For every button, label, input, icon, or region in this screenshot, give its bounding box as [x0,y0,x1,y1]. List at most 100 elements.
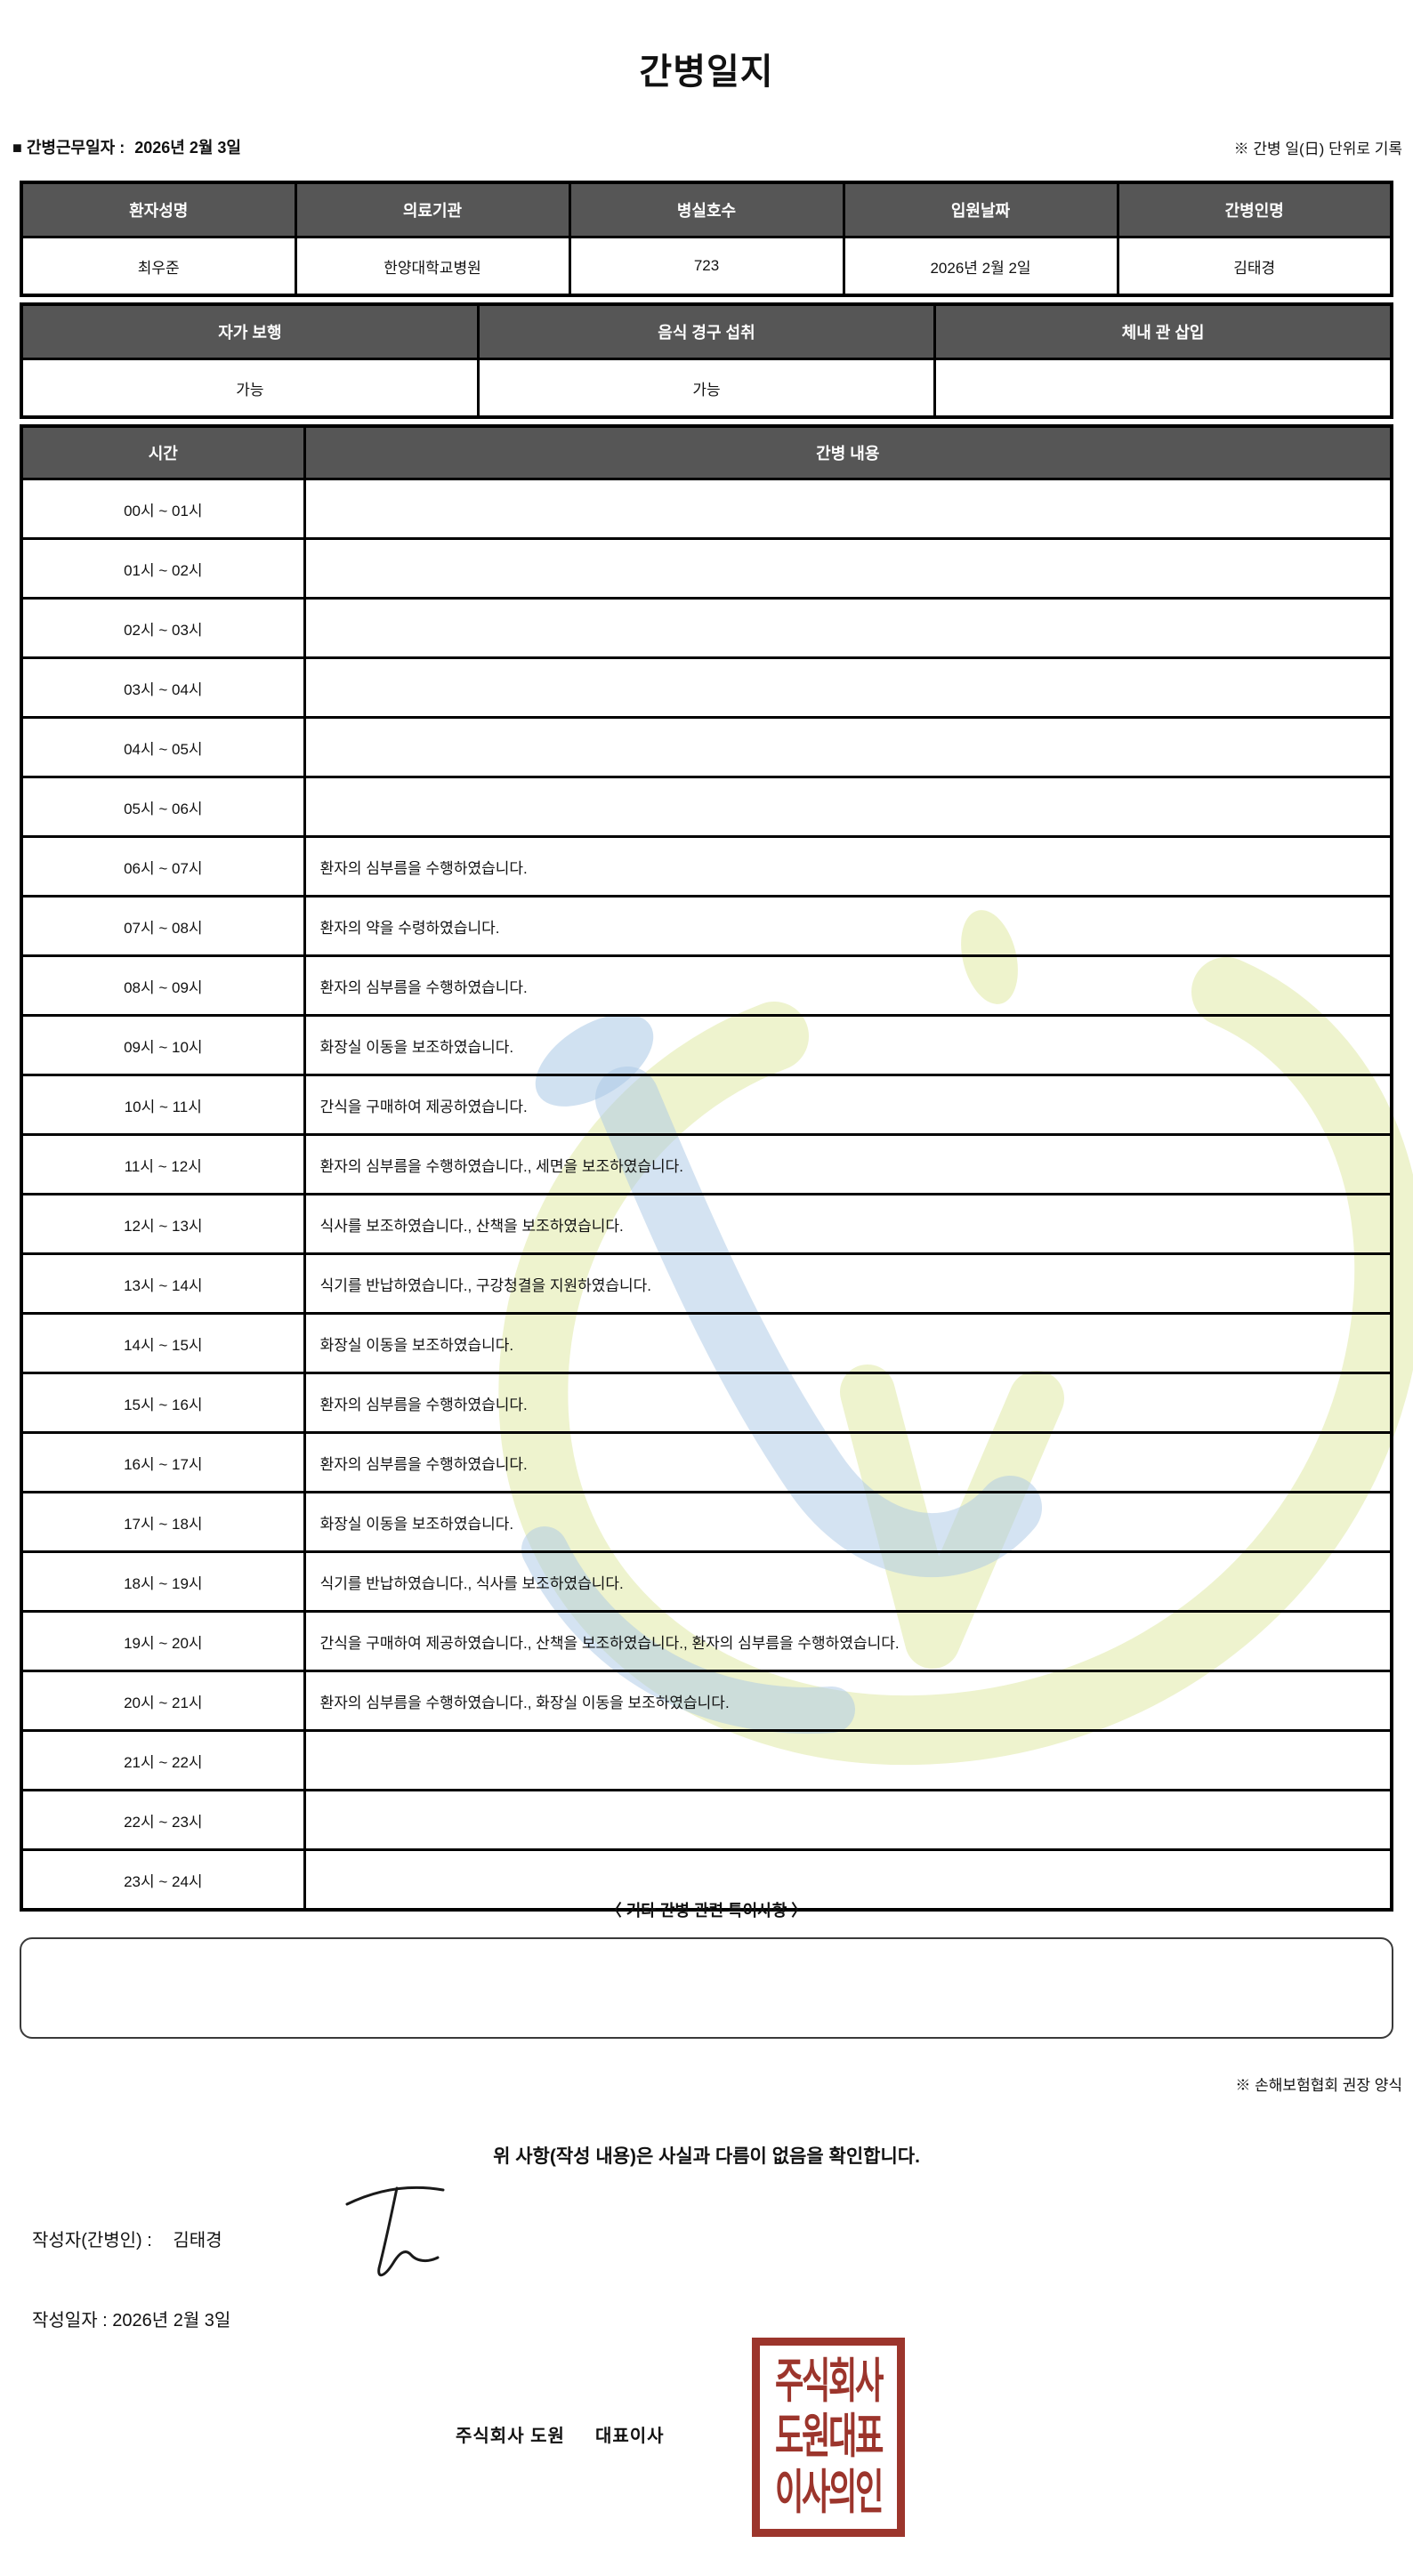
company-seal-stamp: 주식회사 도원대표 이사의인 [752,2338,905,2537]
care-row: 05시 ~ 06시 [20,776,1393,838]
care-time: 07시 ~ 08시 [20,895,306,957]
stamp-line: 주식회사 [775,2355,884,2408]
care-content: 환자의 심부름을 수행하였습니다. [303,1431,1393,1493]
status-oral-intake: 가능 [476,358,937,419]
care-time: 15시 ~ 16시 [20,1372,306,1434]
unit-note: ※ 간병 일(日) 단위로 기록 [1233,141,1402,157]
care-content: 식기를 반납하였습니다., 구강청결을 지원하였습니다. [303,1252,1393,1315]
patient-header-room: 병실호수 [568,181,845,238]
care-content: 화장실 이동을 보조하였습니다. [303,1491,1393,1553]
special-note-box [20,1937,1393,2039]
care-row: 07시 ~ 08시 환자의 약을 수령하였습니다. [20,895,1393,957]
care-row: 21시 ~ 22시 [20,1729,1393,1791]
patient-header-name: 환자성명 [20,181,297,238]
care-row: 04시 ~ 05시 [20,716,1393,778]
patient-header-admit-date: 입원날짜 [842,181,1119,238]
care-row: 16시 ~ 17시 환자의 심부름을 수행하였습니다. [20,1431,1393,1493]
care-header-content: 간병 내용 [303,424,1393,480]
care-row: 17시 ~ 18시 화장실 이동을 보조하였습니다. [20,1491,1393,1553]
care-content [303,478,1393,540]
company-line: 주식회사 도원 대표이사 [456,2421,665,2447]
special-note-title: 〈 기타 간병 관련 특이사항 〉 [605,1902,808,1920]
patient-name: 최우준 [20,236,297,297]
write-date-label: 작성일자 : [32,2311,108,2330]
writer-line: 작성자(간병인) : 김태경 [32,2226,222,2251]
care-time: 13시 ~ 14시 [20,1252,306,1315]
care-time: 20시 ~ 21시 [20,1670,306,1732]
care-time: 10시 ~ 11시 [20,1074,306,1136]
care-row: 03시 ~ 04시 [20,656,1393,719]
care-time: 19시 ~ 20시 [20,1610,306,1672]
work-date-label: ■ 간병근무일자 : [12,139,125,157]
patient-header-hospital: 의료기관 [294,181,571,238]
room-number: 723 [568,236,845,297]
admit-date: 2026년 2월 2일 [842,236,1119,297]
care-content [303,656,1393,719]
page-title: 간병일지 [639,52,774,92]
care-content [303,1729,1393,1791]
work-date-line: ■ 간병근무일자 : 2026년 2월 3일 [12,135,241,158]
care-content: 식기를 반납하였습니다., 식사를 보조하였습니다. [303,1550,1393,1613]
care-row: 13시 ~ 14시 식기를 반납하였습니다., 구강청결을 지원하였습니다. [20,1252,1393,1315]
care-content [303,597,1393,659]
write-date-line: 작성일자 : 2026년 2월 3일 [32,2306,230,2331]
care-content: 환자의 심부름을 수행하였습니다., 세면을 보조하였습니다. [303,1133,1393,1195]
care-row: 14시 ~ 15시 화장실 이동을 보조하였습니다. [20,1312,1393,1374]
work-date-value: 2026년 2월 3일 [134,139,241,157]
patient-info-table: 환자성명 의료기관 병실호수 입원날짜 간병인명 최우준 한양대학교병원 723… [20,181,1393,297]
stamp-line: 이사의인 [775,2466,884,2519]
care-time: 12시 ~ 13시 [20,1193,306,1255]
care-row: 15시 ~ 16시 환자의 심부름을 수행하였습니다. [20,1372,1393,1434]
care-content: 환자의 심부름을 수행하였습니다., 화장실 이동을 보조하였습니다. [303,1670,1393,1732]
care-time: 06시 ~ 07시 [20,835,306,898]
form-note: ※ 손해보험협회 권장 양식 [1235,2077,1402,2094]
care-content [303,537,1393,600]
care-time: 11시 ~ 12시 [20,1133,306,1195]
care-content: 간식을 구매하여 제공하였습니다., 산책을 보조하였습니다., 환자의 심부름… [303,1610,1393,1672]
care-row: 22시 ~ 23시 [20,1789,1393,1851]
care-time: 16시 ~ 17시 [20,1431,306,1493]
company-role: 대표이사 [594,2427,665,2446]
care-row: 12시 ~ 13시 식사를 보조하였습니다., 산책을 보조하였습니다. [20,1193,1393,1255]
care-content: 화장실 이동을 보조하였습니다. [303,1312,1393,1374]
status-walk: 가능 [20,358,480,419]
care-time: 18시 ~ 19시 [20,1550,306,1613]
status-header-walk: 자가 보행 [20,302,480,360]
stamp-line: 도원대표 [775,2410,884,2464]
care-content [303,1848,1393,1912]
care-header-row: 시간 간병 내용 [20,424,1393,480]
care-row: 20시 ~ 21시 환자의 심부름을 수행하였습니다., 화장실 이동을 보조하였… [20,1670,1393,1732]
status-value-row: 가능 가능 [20,358,1393,419]
care-time: 08시 ~ 09시 [20,954,306,1017]
care-content: 환자의 심부름을 수행하였습니다. [303,835,1393,898]
care-log-table: 시간 간병 내용 00시 ~ 01시 01시 ~ 02시 02시 ~ 03시 0… [20,424,1393,1912]
care-content: 환자의 약을 수령하였습니다. [303,895,1393,957]
care-content: 환자의 심부름을 수행하였습니다. [303,1372,1393,1434]
care-row: 19시 ~ 20시 간식을 구매하여 제공하였습니다., 산책을 보조하였습니다.… [20,1610,1393,1672]
care-row: 23시 ~ 24시 [20,1848,1393,1912]
care-row: 18시 ~ 19시 식기를 반납하였습니다., 식사를 보조하였습니다. [20,1550,1393,1613]
writer-name: 김태경 [173,2231,222,2250]
care-time: 03시 ~ 04시 [20,656,306,719]
care-content: 간식을 구매하여 제공하였습니다. [303,1074,1393,1136]
care-content: 환자의 심부름을 수행하였습니다. [303,954,1393,1017]
care-content: 식사를 보조하였습니다., 산책을 보조하였습니다. [303,1193,1393,1255]
care-row: 08시 ~ 09시 환자의 심부름을 수행하였습니다. [20,954,1393,1017]
care-content [303,776,1393,838]
patient-header-row: 환자성명 의료기관 병실호수 입원날짜 간병인명 [20,181,1393,238]
care-time: 02시 ~ 03시 [20,597,306,659]
care-row: 01시 ~ 02시 [20,537,1393,600]
care-time: 09시 ~ 10시 [20,1014,306,1076]
care-time: 00시 ~ 01시 [20,478,306,540]
meta-row: ■ 간병근무일자 : 2026년 2월 3일 ※ 간병 일(日) 단위로 기록 [12,135,1402,158]
care-content [303,716,1393,778]
confirm-statement: 위 사항(작성 내용)은 사실과 다름이 없음을 확인합니다. [493,2146,920,2167]
care-header-time: 시간 [20,424,306,480]
write-date-value: 2026년 2월 3일 [112,2311,231,2330]
care-content: 화장실 이동을 보조하였습니다. [303,1014,1393,1076]
company-name: 주식회사 도원 [456,2427,565,2446]
care-time: 23시 ~ 24시 [20,1848,306,1912]
status-tube [933,358,1393,419]
care-row: 00시 ~ 01시 [20,478,1393,540]
care-time: 01시 ~ 02시 [20,537,306,600]
